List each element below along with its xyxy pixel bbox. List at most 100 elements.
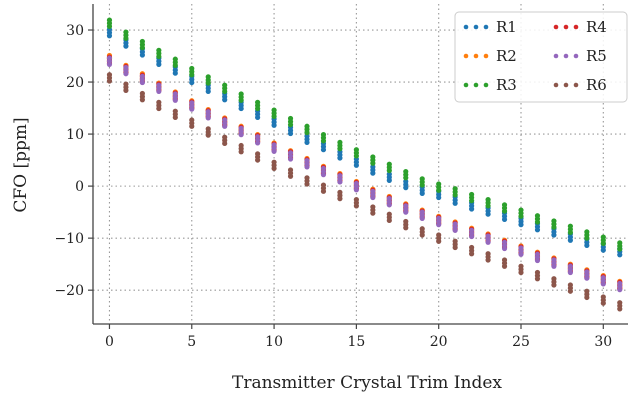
data-point-R5 [584,275,590,281]
data-point-R3 [320,138,327,144]
data-point-R3 [584,235,590,241]
data-point-R6 [436,238,442,244]
data-point-R3 [222,88,228,95]
data-point-R6 [106,78,113,84]
data-point-R5 [238,132,244,138]
data-point-R1 [139,52,145,58]
data-point-R6 [353,203,359,209]
data-point-R3 [617,246,623,252]
data-point-R1 [172,70,178,76]
data-point-R6 [139,97,145,103]
data-point-R5 [205,115,211,121]
data-point-R6 [271,165,277,172]
data-point-R5 [617,287,623,293]
data-point-R5 [320,172,327,178]
data-point-R6 [238,149,244,155]
data-point-R3 [403,175,409,181]
data-point-R5 [189,106,195,112]
x-tick-label: 5 [187,334,196,350]
y-tick-label: 10 [66,127,84,143]
data-point-R1 [469,206,475,212]
data-point-R5 [386,202,392,208]
data-point-R1 [370,170,376,176]
legend-marker [553,24,559,30]
data-point-R6 [567,288,573,294]
data-point-R5 [255,140,261,146]
data-point-R1 [386,177,392,183]
legend-item-R2: R2 [463,47,517,65]
data-point-R5 [452,227,458,233]
data-point-R5 [403,209,409,215]
x-tick-label: 10 [265,334,283,350]
data-point-R3 [238,97,244,103]
data-point-R3 [123,35,129,41]
legend-marker [573,24,579,30]
legend: R1 R2 R3 R4 R5 R6 [454,11,628,103]
data-point-R6 [617,306,623,312]
data-point-R3 [287,122,294,128]
data-point-R1 [123,43,129,49]
data-point-R3 [189,72,195,78]
data-point-R1 [518,222,524,228]
series-R5 [106,55,623,293]
data-point-R5 [551,263,557,269]
data-point-R5 [436,222,442,228]
data-point-R1 [567,237,573,243]
x-axis-label: Transmitter Crystal Trim Index [232,373,502,393]
legend-marker [553,53,559,59]
legend-marker [573,82,579,88]
data-point-R5 [353,187,359,193]
data-point-R5 [370,194,376,201]
data-point-R5 [123,71,129,77]
legend-label: R2 [496,47,517,65]
y-tick-label: 0 [75,179,84,195]
data-point-R5 [222,123,228,129]
x-tick-label: 15 [347,334,365,350]
data-point-R5 [287,156,294,162]
data-point-R1 [189,79,195,86]
legend-item-R5: R5 [553,47,607,65]
data-point-R6 [485,257,491,263]
legend-label: R4 [586,18,607,36]
data-point-R1 [600,247,606,253]
data-point-R5 [139,79,145,86]
y-tick-label: −10 [54,231,84,247]
data-point-R3 [353,153,359,159]
legend-marker [483,24,489,30]
legend-marker [473,53,479,59]
data-point-R5 [485,239,491,245]
legend-marker [473,24,479,30]
data-point-R6 [370,210,376,216]
data-point-R6 [518,269,524,276]
legend-marker [563,82,569,88]
data-point-R1 [106,33,113,39]
legend-marker [473,82,479,88]
data-point-R5 [534,257,541,264]
data-point-R1 [271,122,277,128]
data-point-R3 [337,146,343,152]
y-ticks: −20 −10 0 10 20 30 [54,23,93,299]
data-point-R6 [172,114,178,121]
data-point-R3 [534,219,541,225]
data-point-R6 [222,140,228,147]
y-tick-label: 20 [66,75,84,91]
legend-label: R3 [496,76,517,94]
data-point-R5 [567,269,573,276]
legend-marker [463,53,469,59]
data-point-R1 [584,242,590,249]
data-point-R3 [370,160,376,166]
data-point-R3 [419,182,425,188]
data-point-R1 [156,61,162,67]
legend-marker [483,53,489,59]
data-point-R3 [452,192,458,198]
data-point-R1 [534,227,541,233]
data-point-R3 [304,129,310,136]
data-point-R5 [106,61,113,67]
data-point-R3 [436,187,442,193]
data-point-R3 [485,203,491,209]
legend-label: R6 [586,76,607,94]
data-point-R3 [518,213,524,219]
data-point-R6 [304,181,310,187]
x-ticks: 0 5 10 15 20 25 30 [105,324,612,350]
data-point-R6 [419,232,425,238]
